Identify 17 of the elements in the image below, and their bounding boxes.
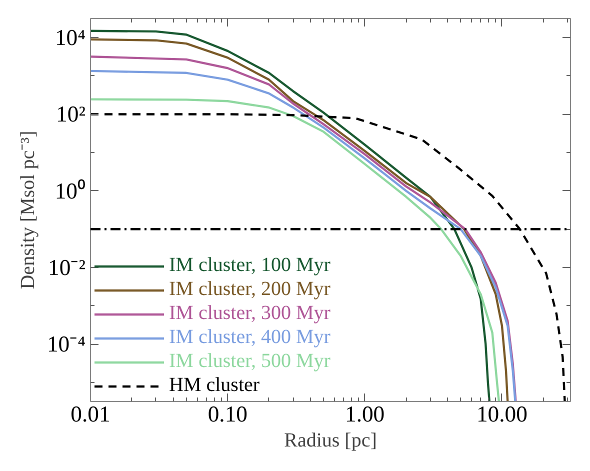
x-tick-label: 0.01 bbox=[70, 402, 110, 426]
x-tick-label: 1.00 bbox=[344, 402, 385, 426]
legend-label: IM cluster, 200 Myr bbox=[169, 278, 330, 301]
y-tick-label: 10² bbox=[56, 102, 86, 127]
legend-label: IM cluster, 400 Myr bbox=[169, 326, 330, 349]
y-tick-label: 10⁴ bbox=[54, 25, 86, 50]
legend-label: IM cluster, 100 Myr bbox=[169, 254, 330, 277]
legend-label: IM cluster, 300 Myr bbox=[169, 302, 330, 325]
y-tick-label: 10⁰ bbox=[54, 178, 86, 204]
y-tick-label: 10⁻² bbox=[48, 254, 86, 280]
x-tick-label: 10.00 bbox=[476, 402, 528, 426]
y-axis-title: Density [Msol pc⁻³] bbox=[16, 130, 39, 290]
legend-label: IM cluster, 500 Myr bbox=[169, 350, 330, 373]
x-tick-label: 0.10 bbox=[208, 402, 248, 426]
x-axis-title: Radius [pc] bbox=[284, 430, 377, 452]
y-tick-label: 10⁻⁴ bbox=[46, 332, 86, 357]
legend-label: HM cluster bbox=[169, 374, 260, 397]
